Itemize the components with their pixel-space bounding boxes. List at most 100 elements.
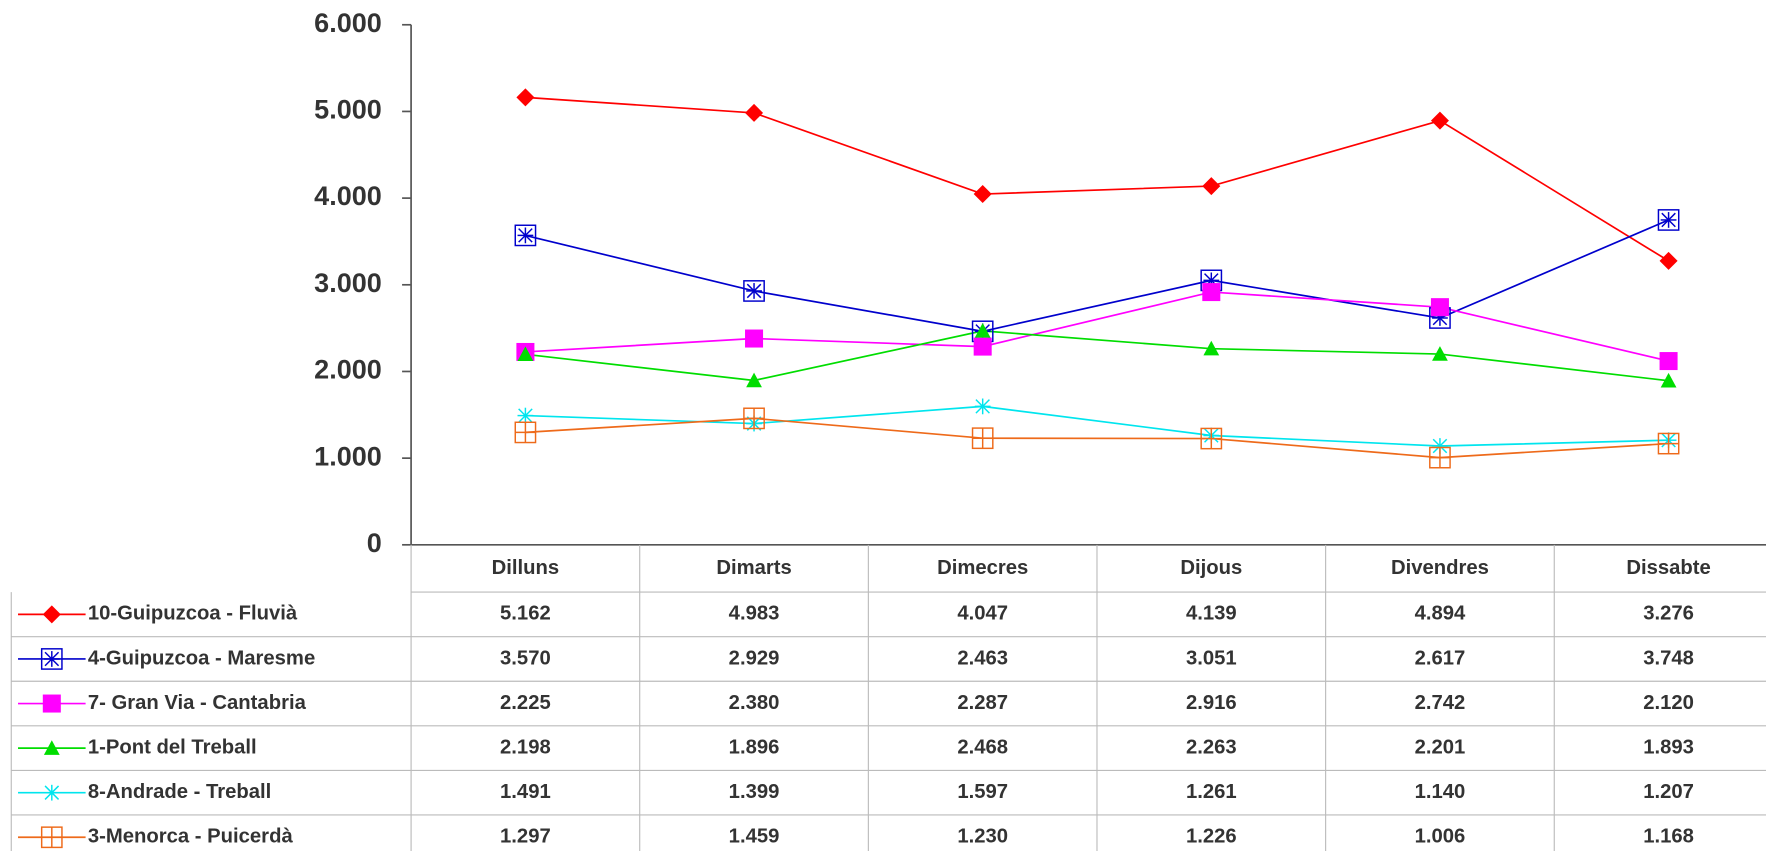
- table-cell: 4.047: [957, 603, 1008, 625]
- table-cell: 2.263: [1186, 736, 1237, 758]
- marker-part: [518, 228, 533, 243]
- marker-part: [973, 185, 992, 204]
- x-tick-label: Dijous: [1180, 557, 1242, 579]
- table-cell: 1.168: [1643, 826, 1694, 848]
- series-line: [525, 219, 1669, 333]
- series-line: [525, 330, 1669, 382]
- table-cell: 1.896: [729, 736, 780, 758]
- table-cell: 1.140: [1415, 781, 1466, 803]
- legend-marker: [43, 784, 60, 801]
- y-tick-label: 2.000: [314, 355, 382, 385]
- table-cell: 3.570: [500, 647, 551, 669]
- series-line: [525, 405, 1669, 447]
- table-cell: 2.225: [500, 692, 551, 714]
- legend-marker: [43, 740, 60, 755]
- marker: [1659, 251, 1678, 270]
- marker: [1657, 209, 1680, 231]
- table-cell: 2.742: [1415, 692, 1466, 714]
- marker: [743, 280, 765, 302]
- marker-part: [745, 329, 764, 348]
- marker: [1202, 283, 1221, 302]
- marker-part: [746, 283, 762, 299]
- marker-part: [973, 337, 992, 356]
- legend-label: 3-Menorca - Puicerdà: [88, 826, 294, 848]
- table-cell: 3.276: [1643, 603, 1694, 625]
- marker-part: [1657, 209, 1680, 231]
- marker-part: [746, 372, 762, 388]
- table-cell: 1.006: [1415, 826, 1466, 848]
- marker-part: [975, 399, 990, 414]
- marker: [516, 88, 535, 107]
- legend-marker: [40, 648, 63, 670]
- table-cell: 1.399: [729, 781, 780, 803]
- table-cell: 1.491: [500, 781, 551, 803]
- marker-part: [1430, 111, 1449, 130]
- table-cell: 1.597: [957, 781, 1008, 803]
- legend-marker: [42, 694, 61, 713]
- marker: [743, 407, 765, 430]
- y-tick-label: 5.000: [314, 95, 382, 125]
- legend-marker: [40, 826, 63, 849]
- marker-part: [1659, 352, 1678, 371]
- marker: [1659, 352, 1678, 371]
- marker: [514, 421, 537, 444]
- table-cell: 4.139: [1186, 603, 1237, 625]
- table-cell: 1.459: [729, 826, 780, 848]
- marker-part: [1659, 251, 1678, 270]
- table-cell: 4.894: [1415, 603, 1466, 625]
- marker: [1660, 372, 1677, 388]
- marker: [514, 224, 537, 247]
- legend-label: 10-Guipuzcoa - Fluvià: [88, 603, 298, 625]
- table-cell: 3.748: [1643, 647, 1694, 669]
- marker-part: [745, 103, 764, 122]
- table-cell: 2.929: [729, 647, 780, 669]
- table-cell: 2.380: [729, 692, 780, 714]
- marker: [1200, 427, 1223, 450]
- marker: [973, 185, 992, 204]
- marker-part: [44, 651, 60, 667]
- marker-part: [974, 323, 991, 338]
- marker: [1657, 432, 1680, 455]
- marker-part: [1430, 298, 1449, 317]
- marker-part: [516, 88, 535, 107]
- marker: [971, 427, 994, 450]
- table-cell: 3.051: [1186, 647, 1237, 669]
- table-cell: 5.162: [500, 603, 551, 625]
- marker-part: [44, 785, 60, 800]
- marker-part: [1202, 177, 1221, 196]
- marker: [517, 407, 534, 424]
- x-tick-label: Dimarts: [716, 557, 791, 579]
- marker: [745, 103, 764, 122]
- y-tick-label: 0: [367, 528, 382, 558]
- table-cell: 2.617: [1415, 647, 1466, 669]
- marker: [1432, 346, 1448, 361]
- marker: [745, 329, 764, 348]
- marker: [974, 398, 991, 415]
- x-tick-label: Dimecres: [937, 557, 1028, 579]
- table-cell: 2.201: [1415, 736, 1466, 758]
- table-cell: 1.297: [500, 826, 551, 848]
- series-line: [525, 96, 1670, 262]
- series-line: [525, 291, 1669, 362]
- marker-part: [43, 740, 60, 755]
- table-cell: 2.287: [957, 692, 1008, 714]
- table-cell: 1.207: [1643, 781, 1694, 803]
- table-cell: 1.893: [1643, 736, 1694, 758]
- y-tick-label: 6.000: [314, 8, 382, 38]
- marker-part: [517, 346, 534, 362]
- legend-label: 8-Andrade - Treball: [88, 781, 271, 803]
- table-cell: 2.120: [1643, 692, 1694, 714]
- marker: [973, 337, 992, 356]
- marker: [1202, 177, 1221, 196]
- marker: [1430, 111, 1449, 130]
- table-cell: 1.261: [1186, 781, 1237, 803]
- y-tick-label: 3.000: [314, 268, 382, 298]
- marker: [1430, 298, 1449, 317]
- marker-part: [40, 648, 63, 670]
- series-line: [525, 417, 1669, 459]
- marker-part: [1203, 340, 1220, 356]
- table-cell: 1.230: [957, 826, 1008, 848]
- marker: [974, 323, 991, 338]
- legend-label: 1-Pont del Treball: [88, 736, 257, 758]
